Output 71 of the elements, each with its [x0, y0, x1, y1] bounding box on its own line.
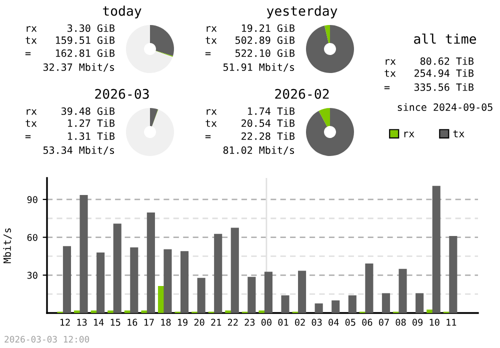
- x-tick-label: 03: [312, 318, 322, 326]
- text: rx: [386, 59, 396, 65]
- x-tick-label: 20: [194, 318, 204, 326]
- x-tick-label: 05: [345, 318, 356, 326]
- y-axis-title: Mbit/s: [3, 228, 12, 264]
- x-tick-label: 11: [446, 318, 456, 326]
- text: 80.62 TiB: [420, 57, 474, 65]
- chart-title: today: [102, 6, 142, 18]
- text: rx: [26, 26, 37, 32]
- text: tx: [206, 36, 217, 44]
- text: tx: [384, 70, 396, 77]
- x-tick-label: 19: [178, 318, 188, 326]
- legend-label: tx: [453, 130, 464, 138]
- text: 39.48 GiB: [61, 107, 115, 115]
- x-tick-label: 22: [228, 318, 238, 326]
- x-tick-label: 23: [244, 318, 255, 326]
- x-tick-label: 13: [77, 318, 87, 326]
- text: 20.54 TiB: [242, 119, 295, 127]
- text: =: [205, 135, 211, 138]
- text: =: [25, 52, 31, 56]
- text: 19.21 GiB: [242, 24, 295, 32]
- x-tick-label: 16: [128, 318, 138, 326]
- text: 22.28 TiB: [242, 132, 295, 140]
- x-tick-label: 12: [60, 318, 70, 326]
- text: rx: [206, 26, 217, 32]
- x-tick-label: 00: [261, 318, 272, 326]
- x-tick-label: 06: [362, 318, 372, 326]
- x-tick-label: 14: [94, 318, 104, 326]
- text: rx: [206, 109, 217, 115]
- text: =: [25, 135, 31, 138]
- y-tick-label: 60: [27, 234, 38, 241]
- x-tick-label: 08: [396, 318, 406, 326]
- text: tx: [206, 120, 217, 127]
- x-tick-label: 04: [328, 318, 339, 326]
- text: all time: [414, 34, 476, 44]
- text: 51.91 Mbit/s: [223, 63, 294, 72]
- x-tick-label: 18: [161, 318, 171, 326]
- text: 162.81 GiB: [56, 49, 115, 57]
- x-tick-label: 02: [295, 318, 305, 326]
- text: 1.27 TiB: [68, 119, 115, 127]
- x-tick-label: 17: [144, 318, 154, 326]
- text: =: [205, 52, 211, 56]
- text: 1.31 TiB: [68, 132, 115, 140]
- text: 159.51 GiB: [56, 36, 115, 44]
- text: =: [384, 86, 390, 90]
- x-tick-label: 10: [430, 318, 440, 326]
- chart-title: 2026-03: [95, 88, 149, 99]
- x-tick-label: 21: [211, 318, 222, 326]
- chart-title: yesterday: [266, 6, 338, 18]
- legend-label: rx: [404, 132, 414, 138]
- text: since 2024-09-05: [398, 103, 492, 111]
- text: 2026-03-03 12:00: [4, 336, 90, 343]
- y-tick-label: 90: [27, 196, 38, 204]
- text: rx: [26, 109, 37, 115]
- text: 1.74 TiB: [248, 107, 295, 115]
- x-tick-label: 01: [278, 318, 288, 326]
- text: 254.94 TiB: [414, 69, 474, 77]
- text: tx: [26, 36, 37, 44]
- text: 3.30 GiB: [68, 24, 115, 32]
- x-tick-label: 07: [378, 318, 389, 326]
- text: tx: [26, 120, 37, 127]
- text: 81.02 Mbit/s: [223, 146, 294, 155]
- y-tick-label: 30: [27, 272, 38, 279]
- text: 502.89 GiB: [235, 36, 295, 44]
- chart-title: 2026-02: [275, 88, 329, 99]
- text: 32.37 Mbit/s: [43, 63, 114, 72]
- text: 522.10 GiB: [235, 49, 295, 57]
- text: 335.56 TiB: [414, 83, 474, 91]
- x-tick-label: 09: [412, 318, 423, 326]
- x-tick-label: 15: [110, 318, 120, 326]
- text: 53.34 Mbit/s: [43, 146, 114, 155]
